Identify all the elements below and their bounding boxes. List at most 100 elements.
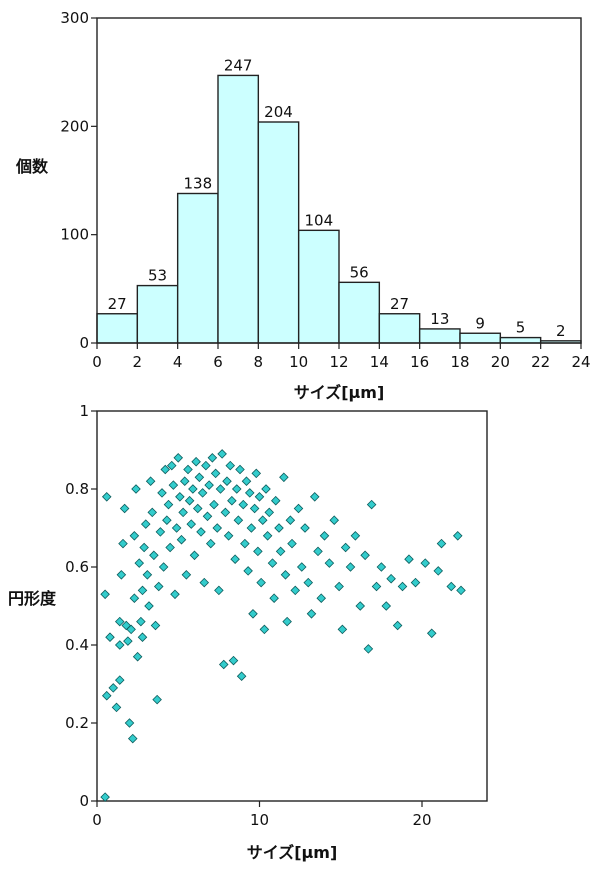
scatter-point [350,531,361,541]
scatter-point [240,538,250,549]
scatter-point [248,609,258,619]
scatter-point [205,538,216,549]
scatter-y-tick-label: 1 [79,402,89,420]
scatter-point [129,593,140,603]
scatter-point [244,488,255,498]
scatter-point [178,507,188,518]
scatter-point [126,624,136,635]
scatter-point [108,683,119,693]
scatter-point [316,593,327,603]
scatter-point [111,702,122,713]
scatter-point [101,492,112,502]
scatter-point [127,733,138,744]
scatter-point [137,585,148,596]
scatter-point [155,527,166,537]
histogram-x-tick-label: 2 [133,353,143,371]
scatter-point [123,636,133,646]
scatter-point [257,515,268,525]
scatter-point [212,523,223,533]
histogram-bar-label: 104 [305,211,334,229]
scatter-point [381,601,392,611]
histogram-x-tick-label: 6 [213,353,223,371]
histogram-bar [418,328,461,344]
histogram-bar-label: 53 [148,267,167,285]
scatter-point [363,644,374,654]
scatter-x-axis-label: サイズ[μm] [247,843,338,862]
scatter-point [270,495,281,506]
histogram-x-tick-label: 14 [370,353,389,371]
scatter-point [116,570,127,580]
scatter-point [426,628,437,639]
scatter-point [300,523,310,533]
histogram-x-tick-label: 16 [410,353,429,371]
scatter-y-tick-label: 0 [79,792,89,810]
scatter-point [100,589,110,600]
scatter-point [137,632,148,642]
scatter-y-tick-label: 0.4 [65,636,89,654]
scatter-point [282,616,292,627]
scatter-point [119,503,130,514]
scatter-x-tick-label: 0 [92,811,102,829]
scatter-point [220,507,231,518]
scatter-y-tick-label: 0.8 [65,480,89,498]
scatter-point [452,531,463,541]
scatter-point [233,515,244,525]
scatter-point [376,562,387,572]
scatter-point [397,581,408,592]
histogram-y-tick-label: 300 [60,9,89,27]
scatter-point [456,585,466,596]
scatter-point [279,472,289,483]
scatter-point [183,464,193,475]
histogram-bar [459,332,502,344]
scatter-point [262,531,273,541]
histogram-bar [297,229,340,344]
scatter-point [366,499,377,510]
scatter-point [446,581,457,592]
scatter-point [157,488,167,498]
scatter-point [319,531,330,541]
histogram-bar-label: 204 [264,103,293,121]
scatter-y-axis-label: 円形度 [8,589,57,608]
scatter-point [313,546,323,557]
histogram-bar-label: 5 [516,319,526,337]
scatter-point [215,484,226,494]
scatter-point [144,601,154,611]
scatter-point [290,585,301,596]
scatter-point [114,640,125,650]
scatter-point [436,538,447,549]
histogram-x-tick-label: 22 [531,353,550,371]
scatter-x-tick-label: 10 [250,811,269,829]
histogram-bar [217,74,260,344]
scatter-point [176,534,187,545]
scatter-point [274,523,284,533]
scatter-point [210,468,221,479]
histogram-x-tick-label: 12 [329,353,348,371]
scatter-point [280,570,291,580]
histogram-bar [378,313,421,344]
scatter-point [337,624,348,635]
scatter-point [261,484,271,494]
scatter-point [296,562,307,572]
scatter-point [150,620,161,631]
scatter-point [162,515,172,525]
scatter-point [241,476,252,486]
scatter-point [139,542,149,553]
scatter-point [386,573,396,584]
scatter-point [202,511,213,522]
scatter-point [275,546,286,557]
scatter-point [214,585,224,596]
scatter-point [267,558,278,568]
scatter-point [217,449,227,459]
histogram-bar-label: 13 [430,310,449,328]
scatter-point [392,620,403,631]
histogram-x-tick-label: 4 [173,353,183,371]
scatter-point [243,566,253,576]
scatter-point [118,538,128,549]
scatter-plot-frame [96,410,488,802]
scatter-point [175,492,185,502]
scatter-point [231,484,242,494]
histogram-y-axis-label: 個数 [15,157,49,176]
scatter-point [160,464,171,475]
scatter-point [371,581,382,592]
